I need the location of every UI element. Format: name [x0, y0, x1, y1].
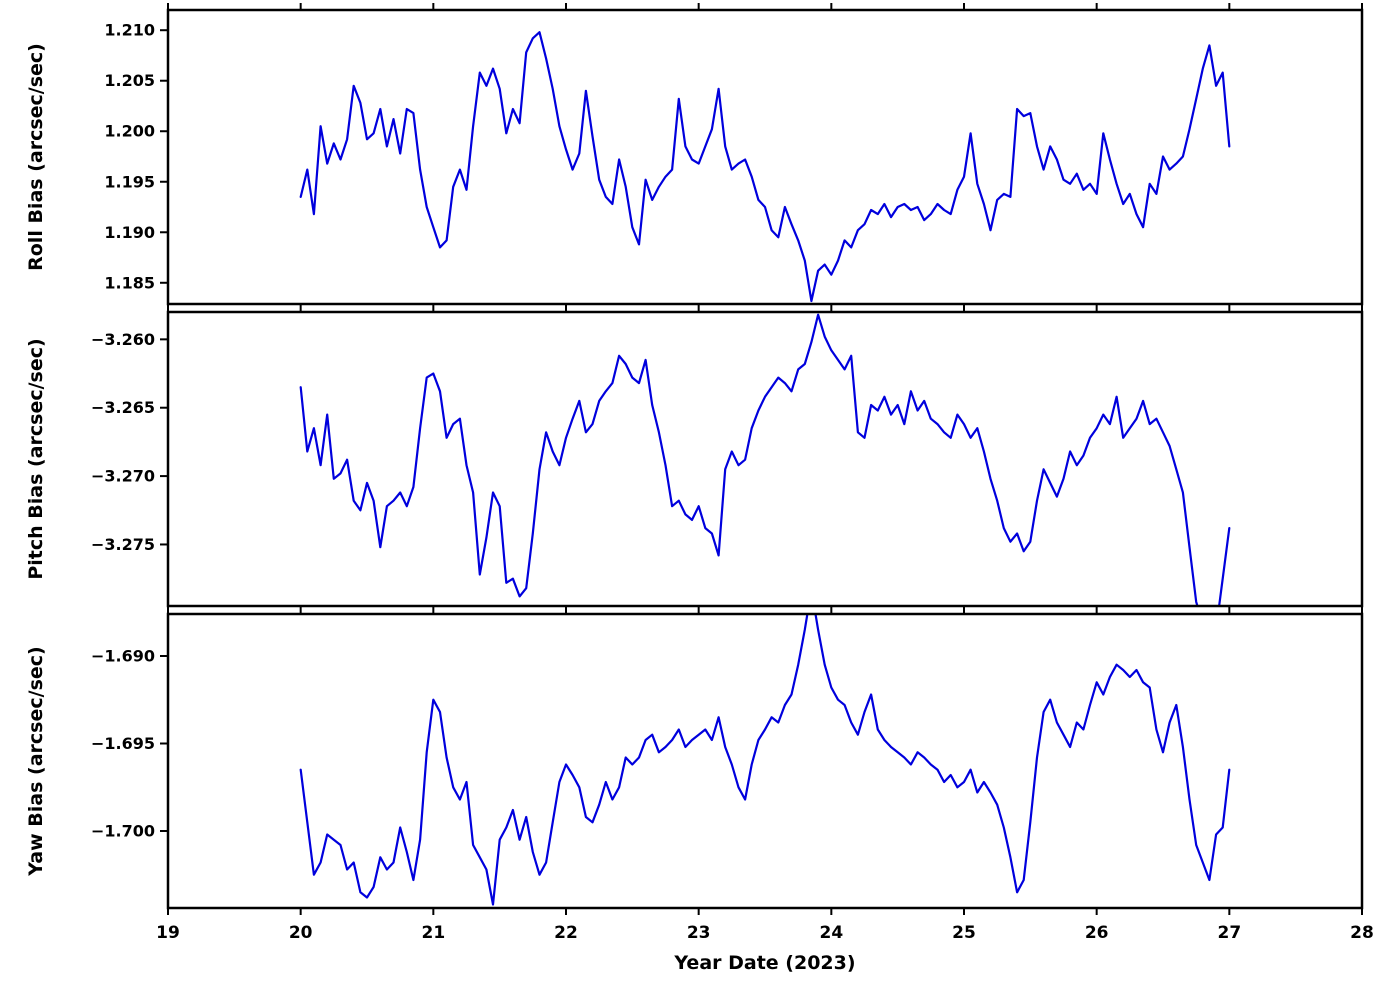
xtick-label: 21 — [421, 923, 445, 943]
ylabel-yaw-bias: Yaw Bias (arcsec/sec) — [25, 646, 47, 876]
xlabel: Year Date (2023) — [674, 952, 856, 974]
roll-bias-ytick-label: 1.200 — [104, 122, 155, 141]
yaw-bias-line — [299, 614, 1231, 906]
yaw-bias-ytick-label: −1.690 — [91, 647, 155, 666]
roll-bias-frame — [166, 8, 1364, 306]
pitch-bias-ytick-label: −3.265 — [91, 398, 155, 417]
xtick-label: 25 — [952, 923, 976, 943]
roll-bias-ytick-label: 1.195 — [104, 172, 155, 191]
pitch-bias-line — [299, 313, 1231, 606]
xtick-label: 24 — [819, 923, 843, 943]
xtick-label: 27 — [1217, 923, 1241, 943]
pitch-bias-frame — [166, 310, 1364, 608]
pitch-bias-ytick-label: −3.260 — [91, 330, 155, 349]
subplot-pitch-bias: −3.275 −3.270 −3.265 −3.260 — [91, 310, 1364, 613]
subplot-yaw-bias: −1.700 −1.695 −1.690 19 20 21 22 23 24 25 26 27 28 — [91, 612, 1374, 943]
xtick-label: 22 — [554, 923, 578, 943]
roll-bias-ytick-label: 1.205 — [104, 71, 155, 90]
yaw-bias-frame — [166, 612, 1364, 910]
pitch-bias-ytick-label: −3.275 — [91, 535, 155, 554]
roll-bias-ytick-label: 1.210 — [104, 21, 155, 40]
roll-bias-ytick-label: 1.190 — [104, 223, 155, 242]
ylabel-roll-bias: Roll Bias (arcsec/sec) — [25, 43, 47, 271]
roll-bias-ytick-label: 1.185 — [104, 273, 155, 292]
ylabel-pitch-bias: Pitch Bias (arcsec/sec) — [25, 338, 47, 580]
xtick-label: 28 — [1350, 923, 1374, 943]
xtick-label: 23 — [687, 923, 711, 943]
xtick-label: 19 — [156, 923, 180, 943]
pitch-bias-ytick-label: −3.270 — [91, 467, 155, 486]
subplot-roll-bias: 1.185 1.190 1.195 1.200 1.205 1.210 — [104, 3, 1364, 311]
yaw-bias-ytick-label: −1.700 — [91, 822, 155, 841]
xtick-label: 26 — [1085, 923, 1109, 943]
yaw-bias-ytick-label: −1.695 — [91, 734, 155, 753]
roll-bias-line — [299, 31, 1231, 303]
xtick-label: 20 — [289, 923, 313, 943]
